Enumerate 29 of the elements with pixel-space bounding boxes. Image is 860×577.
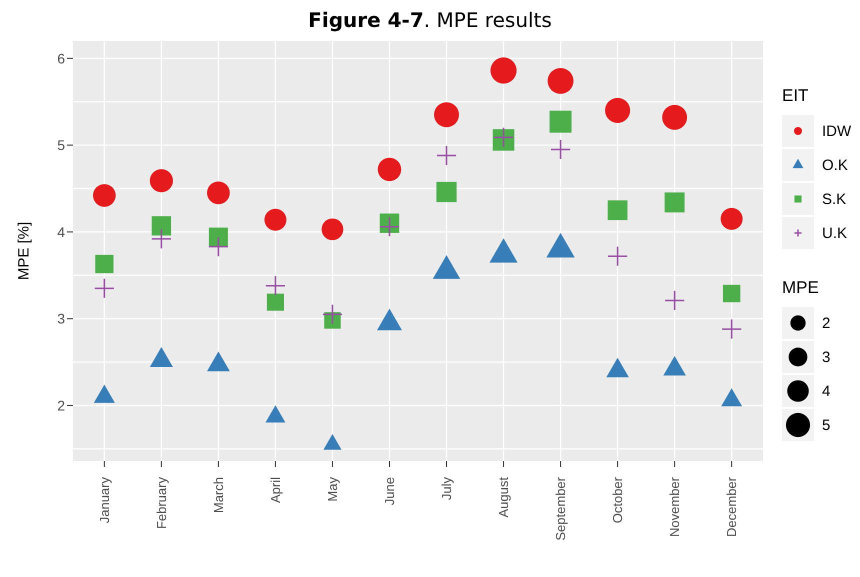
x-tick-label: February xyxy=(154,476,169,530)
x-tick-label: November xyxy=(667,476,682,537)
x-tick-label: June xyxy=(382,477,397,506)
y-axis-title: MPE [%] xyxy=(15,222,32,280)
x-tick-label: January xyxy=(96,476,112,524)
y-tick-label: 3 xyxy=(57,310,66,327)
text: MPE xyxy=(782,278,820,298)
legend-label: 2 xyxy=(822,314,830,332)
x-tick-label: September xyxy=(553,476,568,541)
x-tick-label: August xyxy=(496,476,512,518)
x-tick-label: July xyxy=(439,476,454,500)
x-tick-label: April xyxy=(268,476,283,504)
legend-label: IDW xyxy=(822,122,852,140)
x-tick-label: March xyxy=(210,477,226,514)
y-tick-label: 6 xyxy=(57,50,66,66)
legend-label: O.K xyxy=(822,156,848,174)
x-tick-label: May xyxy=(324,476,340,502)
x-tick-label: October xyxy=(610,476,626,524)
y-tick-label: 4 xyxy=(57,224,66,240)
y-tick-label: 2 xyxy=(57,397,66,414)
chart-title: Figure 4-7. MPE results xyxy=(307,8,553,32)
legend-title: EIT xyxy=(782,86,810,106)
legend-label: 5 xyxy=(822,416,830,434)
y-tick-label: 5 xyxy=(57,137,66,154)
legend-label: U.K xyxy=(822,224,848,242)
legend-label: 4 xyxy=(822,382,830,400)
legend-label: S.K xyxy=(822,190,846,208)
x-tick-label: December xyxy=(724,476,740,537)
legend-label: 3 xyxy=(822,348,830,366)
